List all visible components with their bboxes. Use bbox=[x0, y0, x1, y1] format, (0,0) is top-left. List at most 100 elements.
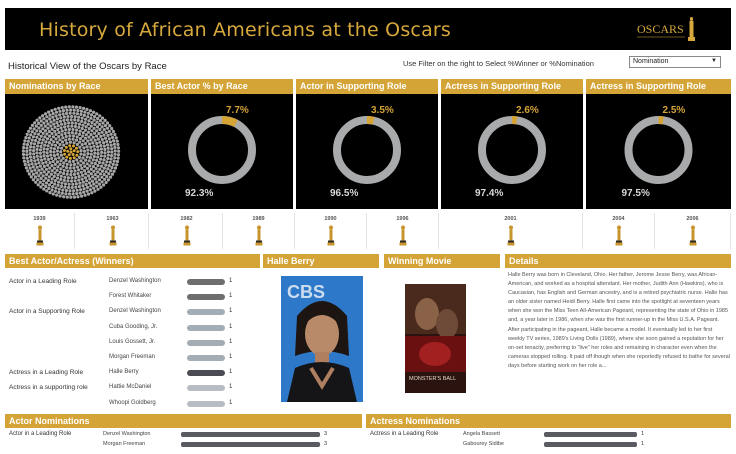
year-cell[interactable]: 2006 bbox=[655, 213, 731, 249]
bubble bbox=[64, 128, 68, 132]
winner-bar[interactable] bbox=[187, 370, 225, 377]
bubble bbox=[87, 159, 91, 163]
winner-bar[interactable] bbox=[187, 339, 225, 346]
bubble bbox=[90, 179, 95, 183]
winner-name[interactable]: Denzel Washington bbox=[109, 278, 161, 284]
section-title: Details bbox=[505, 254, 731, 268]
bubble bbox=[41, 182, 45, 187]
bubble bbox=[80, 194, 84, 198]
bubble bbox=[45, 172, 49, 177]
bubble bbox=[63, 152, 67, 156]
bubble bbox=[66, 176, 70, 180]
winner-name[interactable]: Halle Berry bbox=[109, 369, 139, 376]
bubble bbox=[26, 139, 30, 143]
bubble bbox=[59, 167, 63, 171]
nominee-name[interactable]: Gabourey Sidibe bbox=[463, 441, 504, 447]
bubble bbox=[32, 127, 36, 131]
donut-label-minor: 2.5% bbox=[663, 105, 686, 116]
winner-name[interactable]: Forest Whitaker bbox=[109, 293, 152, 300]
year-cell[interactable]: 1989 bbox=[223, 213, 295, 249]
winner-name[interactable]: Whoopi Goldberg bbox=[109, 399, 156, 406]
winner-name[interactable]: Louis Gossett, Jr. bbox=[109, 338, 156, 345]
winner-bar[interactable] bbox=[187, 294, 225, 301]
nominee-name[interactable]: Denzel Washington bbox=[103, 431, 151, 437]
bubble bbox=[49, 120, 53, 124]
bubble bbox=[107, 164, 111, 168]
nomination-value: 1 bbox=[641, 441, 645, 447]
bubble bbox=[43, 112, 48, 116]
year-cell[interactable]: 2001 bbox=[439, 213, 583, 249]
winner-name[interactable]: Denzel Washington bbox=[109, 308, 161, 315]
bubble bbox=[60, 191, 64, 195]
bubble bbox=[75, 135, 79, 139]
bubble bbox=[96, 148, 100, 152]
bubble bbox=[110, 166, 114, 170]
bubble bbox=[77, 175, 81, 179]
bubble bbox=[100, 125, 104, 129]
winner-bar[interactable] bbox=[187, 355, 225, 361]
donut-ring-major bbox=[624, 116, 693, 184]
bubble bbox=[32, 155, 36, 160]
bubble bbox=[40, 141, 44, 145]
oscar-statuette-icon bbox=[615, 225, 623, 246]
bubble bbox=[102, 144, 106, 148]
winner-name[interactable]: Hattie McDaniel bbox=[109, 384, 152, 391]
bubble bbox=[50, 169, 54, 173]
winner-bar[interactable] bbox=[187, 324, 225, 331]
bubble bbox=[84, 117, 88, 121]
bubble bbox=[67, 192, 72, 196]
nomination-bar[interactable] bbox=[181, 442, 320, 447]
winner-name[interactable]: Morgan Freeman bbox=[109, 354, 156, 360]
nomination-bar[interactable] bbox=[544, 432, 637, 437]
oscar-statuette-icon bbox=[109, 225, 117, 246]
bubble bbox=[35, 147, 39, 151]
nomination-bar[interactable] bbox=[544, 442, 637, 447]
bubble bbox=[62, 171, 66, 176]
winner-name[interactable]: Cuba Gooding, Jr. bbox=[109, 323, 158, 330]
bubble bbox=[78, 129, 82, 133]
bubble bbox=[60, 122, 64, 126]
bubble bbox=[79, 188, 83, 192]
bubble bbox=[33, 159, 37, 163]
winner-bar[interactable] bbox=[187, 400, 225, 407]
bubble bbox=[67, 131, 71, 135]
bubble bbox=[86, 115, 90, 119]
winner-category: Actor in a Leading Role bbox=[9, 278, 77, 285]
donut-segment-minor bbox=[624, 116, 693, 184]
nominee-name[interactable]: Morgan Freeman bbox=[103, 441, 146, 447]
bubble bbox=[69, 195, 73, 199]
bubble bbox=[83, 128, 88, 132]
year-label: 1990 bbox=[324, 216, 337, 222]
bubble bbox=[68, 144, 72, 148]
oscar-statuette-icon bbox=[255, 225, 263, 246]
bubble bbox=[89, 152, 93, 156]
bubble bbox=[57, 130, 61, 135]
bubble bbox=[100, 175, 104, 179]
bubble bbox=[108, 124, 112, 128]
winner-value: 1 bbox=[229, 308, 233, 315]
nomination-bar[interactable] bbox=[181, 432, 320, 437]
bubble bbox=[80, 177, 84, 181]
bubble bbox=[41, 138, 45, 142]
bubble bbox=[81, 123, 85, 127]
winner-bar[interactable] bbox=[187, 309, 225, 316]
bubble bbox=[52, 140, 56, 144]
year-cell[interactable]: 1996 bbox=[367, 213, 439, 249]
nominee-name[interactable]: Angela Bassett bbox=[463, 431, 500, 437]
year-cell[interactable]: 1990 bbox=[295, 213, 367, 249]
year-cell[interactable]: 1982 bbox=[151, 213, 223, 249]
bubble bbox=[95, 120, 99, 124]
bubble bbox=[65, 162, 69, 166]
year-cell[interactable]: 2004 bbox=[583, 213, 655, 249]
winner-nomination-select[interactable]: Nomination ▼ bbox=[629, 56, 721, 68]
bubble bbox=[55, 168, 59, 172]
bubble bbox=[22, 142, 26, 146]
year-cell[interactable]: 1963 bbox=[77, 213, 149, 249]
winner-bar[interactable] bbox=[187, 385, 225, 392]
year-cell[interactable]: 1939 bbox=[5, 213, 75, 249]
actor-nominations-section: Actor Nominations Actor in a Leading Rol… bbox=[5, 414, 362, 454]
winner-bar[interactable] bbox=[187, 279, 225, 285]
oscar-statuette-icon bbox=[327, 225, 335, 246]
bubble bbox=[96, 137, 100, 141]
nominations-bubble-chart bbox=[21, 105, 121, 199]
